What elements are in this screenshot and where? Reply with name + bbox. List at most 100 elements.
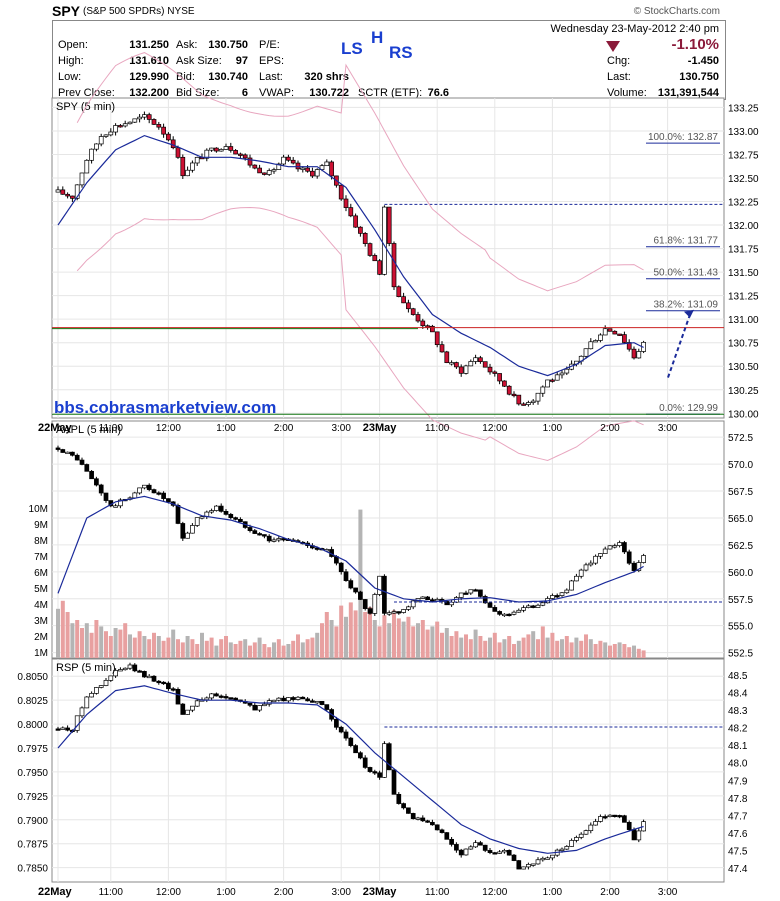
candle-body [410, 308, 416, 315]
candle-body [401, 296, 406, 304]
candle-body [530, 863, 536, 866]
candle-body [89, 148, 94, 161]
y-tick-label: 130.00 [728, 409, 759, 420]
candle-body [343, 198, 349, 208]
high-value: 131.610 [129, 55, 169, 67]
candle-body [545, 379, 550, 388]
volume-bar [584, 634, 588, 658]
volume-bar [363, 612, 368, 658]
candle-body [79, 459, 85, 465]
candle-body [84, 159, 90, 174]
candle-body [276, 163, 282, 170]
candle-body [430, 821, 435, 826]
candle-body [425, 596, 430, 601]
candle-body [314, 701, 320, 704]
candle-body [372, 594, 378, 614]
candle-body [482, 596, 488, 604]
percent-change: -1.10% [671, 36, 719, 53]
panel-title: AAPL (5 min) [56, 424, 121, 436]
candle-body [156, 680, 162, 684]
candle-body [449, 838, 454, 845]
volume-bar [579, 640, 584, 658]
candle-body [406, 606, 411, 610]
candle-body [358, 591, 363, 600]
volume-bar [281, 645, 286, 658]
candle-body [593, 555, 598, 564]
volume-bar [603, 642, 608, 658]
candle-body [199, 516, 205, 519]
bid-size-value: 6 [241, 87, 248, 99]
candle-body [305, 167, 310, 172]
ask-size-value: 97 [235, 55, 248, 67]
candle-body [391, 243, 397, 288]
volume-bar [622, 644, 627, 658]
candle-body [377, 260, 382, 275]
volume-tick-label: 2M [34, 632, 48, 643]
y-tick-label: 133.25 [728, 103, 759, 114]
x-tick-label: 11:00 [425, 887, 450, 898]
volume-bar [497, 642, 502, 658]
y-tick-label: 555.0 [728, 622, 753, 633]
candle-body [252, 164, 258, 169]
candle-body [348, 580, 354, 589]
candle-body [617, 815, 622, 818]
candle-body [74, 454, 80, 461]
candle-body [401, 609, 406, 613]
candle-body [290, 697, 296, 700]
fib-level-label: 100.0%: 132.87 [648, 132, 718, 143]
y-tick-label: 570.0 [728, 460, 753, 471]
candle-body [271, 699, 277, 703]
candle-body [535, 859, 541, 865]
candle-body [574, 575, 579, 582]
candle-body [108, 131, 114, 136]
vwap-label: VWAP: [259, 87, 295, 99]
sctr-value: 76.6 [427, 87, 449, 99]
candle-body [65, 727, 70, 731]
candle-body [137, 487, 142, 494]
candle-body [55, 728, 61, 731]
x-tick-label: 3:00 [658, 887, 678, 898]
volume-bar [569, 642, 574, 658]
right-axis-tick-label: 47.8 [728, 794, 748, 805]
candle-body [156, 492, 162, 495]
candle-body [636, 562, 642, 571]
y-tick-label: 565.0 [728, 514, 753, 525]
candle-body [502, 850, 507, 853]
volume-bar [233, 644, 238, 658]
volume-bar [478, 636, 483, 658]
eps-label: EPS: [259, 55, 285, 67]
candle-body [319, 701, 325, 705]
volume-bar [512, 644, 516, 658]
candle-body [540, 386, 546, 394]
volume-tick-label: 4M [34, 600, 48, 611]
candle-body [84, 696, 90, 709]
candle-body [146, 484, 152, 490]
candle-body [65, 193, 70, 197]
volume-tick-label: 1M [34, 648, 48, 659]
candle-body [113, 670, 118, 677]
volume-bar [147, 639, 152, 658]
volume-bar [464, 634, 468, 658]
candle-body [607, 545, 613, 550]
candle-body [170, 688, 176, 691]
candle-body [583, 564, 589, 571]
down-arrow-icon [606, 41, 620, 52]
volume-bar [598, 640, 603, 658]
x-tick-label: 12:00 [482, 423, 507, 434]
volume-bar [248, 645, 252, 658]
right-axis-tick-label: 47.6 [728, 829, 748, 840]
sctr-label: SCTR (ETF): [358, 87, 423, 99]
candle-body [516, 609, 522, 613]
volume-bar [113, 628, 118, 658]
volume-bar [526, 634, 531, 658]
candle-body [478, 589, 483, 597]
x-tick-label: 12:00 [156, 887, 181, 898]
volume-bar [641, 650, 646, 658]
volume-bar [449, 636, 454, 658]
candle-body [166, 498, 171, 503]
volume-bar [104, 631, 108, 658]
candle-body [367, 608, 373, 614]
chg-label: Chg: [607, 55, 631, 67]
volume-bar [128, 634, 132, 658]
volume-bar [166, 637, 171, 658]
